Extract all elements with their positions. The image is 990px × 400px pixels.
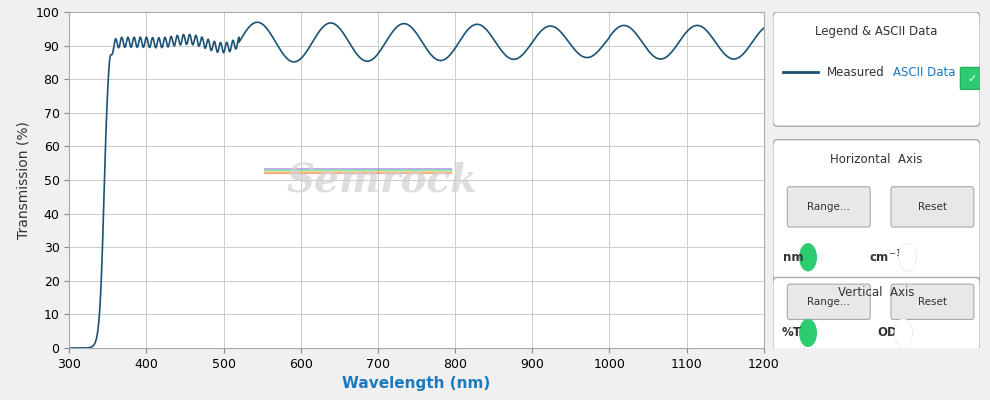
Text: Semrock: Semrock <box>286 161 477 199</box>
Text: Horizontal  Axis: Horizontal Axis <box>831 153 923 166</box>
Text: ASCII Data: ASCII Data <box>893 66 955 79</box>
X-axis label: Wavelength (nm): Wavelength (nm) <box>343 376 491 391</box>
Circle shape <box>800 320 817 346</box>
Text: Range...: Range... <box>807 297 850 307</box>
FancyBboxPatch shape <box>773 12 980 126</box>
Circle shape <box>899 244 916 271</box>
FancyBboxPatch shape <box>773 278 980 351</box>
Text: Vertical  Axis: Vertical Axis <box>839 286 915 299</box>
Text: %T: %T <box>782 326 802 339</box>
FancyBboxPatch shape <box>960 68 983 89</box>
Text: OD: OD <box>877 326 897 339</box>
Y-axis label: Transmission (%): Transmission (%) <box>16 121 30 239</box>
Text: Reset: Reset <box>918 297 946 307</box>
Text: Range...: Range... <box>807 202 850 212</box>
Text: nm: nm <box>783 251 804 264</box>
FancyBboxPatch shape <box>891 187 974 227</box>
Text: ✓: ✓ <box>967 74 976 84</box>
Text: Legend & ASCII Data: Legend & ASCII Data <box>815 26 938 38</box>
FancyBboxPatch shape <box>773 140 980 281</box>
Circle shape <box>800 244 817 271</box>
Text: Reset: Reset <box>918 202 946 212</box>
FancyBboxPatch shape <box>787 284 870 320</box>
Text: Measured: Measured <box>827 66 884 79</box>
Circle shape <box>895 320 912 346</box>
FancyBboxPatch shape <box>787 187 870 227</box>
FancyBboxPatch shape <box>891 284 974 320</box>
Text: cm$^{-1}$: cm$^{-1}$ <box>868 249 901 266</box>
